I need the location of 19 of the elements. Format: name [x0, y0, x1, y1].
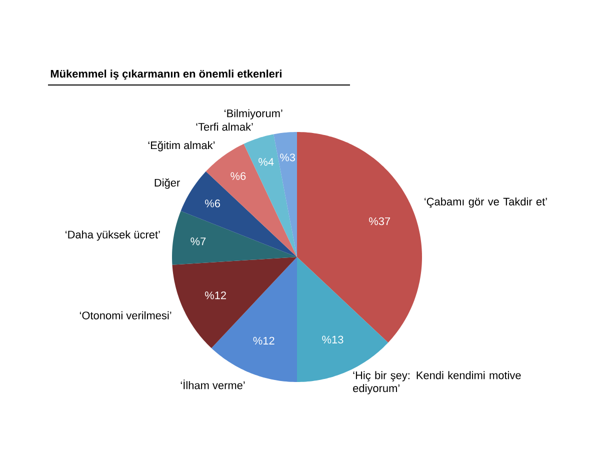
data-label: %3 [280, 154, 296, 162]
data-label: %12 [204, 291, 226, 300]
data-label: %6 [205, 200, 220, 208]
data-label: %37 [369, 217, 390, 226]
slice-label: ‘Bilmiyorum’ [224, 109, 282, 120]
slice-label: Diğer [154, 178, 180, 189]
slice-label: ‘Hiç bir şey: Kendi kendimi motive ediyorum’ [353, 371, 521, 394]
slice-label: ‘Otonomi verilmesi’ [80, 311, 172, 320]
slice-label: ‘Eğitim almak’ [148, 140, 215, 152]
data-label: %7 [190, 238, 206, 246]
slice-label: ‘Terfi almak’ [196, 122, 253, 131]
slice-label: ‘Daha yüksek ücret’ [66, 230, 160, 241]
slice-label: ‘İlham verme’ [180, 380, 245, 390]
chart-title: Mükemmel iş çıkarmanın en önemli etkenleri [50, 70, 282, 80]
data-label: %12 [253, 336, 274, 345]
data-label: %4 [258, 158, 274, 166]
slice-label: ‘Çabamı gör ve Takdir et’ [424, 197, 547, 208]
data-label: %13 [322, 336, 344, 344]
data-label: %6 [230, 172, 246, 180]
